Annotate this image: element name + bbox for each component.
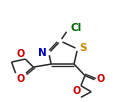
Text: S: S [79,43,86,53]
Text: O: O [16,49,24,59]
Text: O: O [96,74,104,84]
Text: N: N [37,48,46,58]
Text: O: O [16,74,24,84]
Text: Cl: Cl [69,23,81,33]
Text: O: O [72,86,80,96]
